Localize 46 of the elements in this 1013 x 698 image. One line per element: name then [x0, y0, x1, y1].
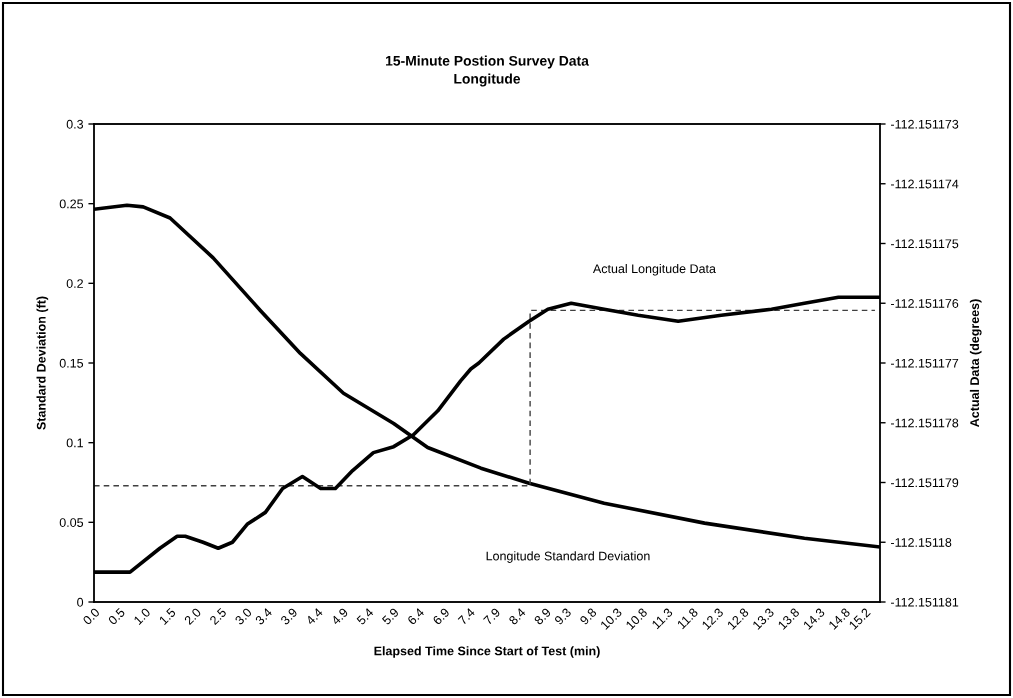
x-tick-label: 5.9: [381, 607, 400, 626]
x-tick-label: 3.0: [234, 607, 253, 626]
x-tick-label: 7.4: [457, 607, 476, 626]
x-axis-title: Elapsed Time Since Start of Test (min): [374, 646, 600, 658]
y-tick-label: 0.3: [66, 119, 84, 129]
y2-tick-label: -112.151175: [890, 239, 959, 249]
x-tick-label: 3.4: [254, 607, 273, 626]
y2-tick-label: -112.151179: [890, 478, 959, 488]
x-tick-label: 4.9: [330, 607, 349, 626]
x-tick-label: 3.9: [280, 607, 298, 626]
y-tick-label: 0: [77, 597, 84, 607]
x-tick-label: 4.4: [305, 607, 324, 626]
y2-tick-label: -112.15118: [890, 538, 952, 547]
x-tick-label: 8.9: [533, 607, 552, 626]
y2-tick-label: -112.151173: [890, 119, 959, 129]
y-tick-label: 0.2: [66, 279, 83, 288]
x-tick-label: 11.3: [651, 607, 674, 630]
y2-tick-label: -112.151177: [890, 358, 959, 368]
x-tick-label: 2.0: [183, 607, 202, 626]
x-tick-label: 9.8: [579, 607, 598, 626]
y-axis-title: Standard Deviation (ft): [36, 296, 49, 430]
chart-subtitle: Longitude: [454, 73, 521, 87]
x-tick-label: 11.8: [676, 607, 699, 630]
annotation: Actual Longitude Data: [592, 263, 716, 276]
x-tick-label: 0.0: [82, 607, 101, 626]
x-tick-label: 5.4: [356, 607, 375, 626]
x-tick-label: 2.5: [209, 607, 227, 626]
y2-tick-label: -112.151181: [890, 597, 959, 607]
x-tick-label: 6.9: [432, 607, 450, 626]
annotation: Longitude Standard Deviation: [486, 551, 650, 563]
x-tick-label: 0.5: [107, 607, 126, 626]
x-tick-label: 8.4: [508, 607, 527, 626]
y2-tick-label: -112.151178: [890, 418, 959, 428]
x-tick-label: 1.0: [133, 607, 151, 625]
x-tick-label: 1.5: [158, 607, 177, 625]
y-tick-label: 0.15: [59, 358, 84, 368]
y2-tick-label: -112.151174: [890, 179, 959, 189]
y2-axis-title: Actual Data (degrees): [969, 299, 982, 427]
chart-title: 15-Minute Postion Survey Data: [386, 55, 589, 69]
y-tick-label: 0.1: [66, 438, 83, 448]
y-tick-label: 0.25: [59, 199, 84, 209]
y-tick-label: 0.05: [59, 518, 84, 527]
x-tick-label: 9.3: [553, 607, 572, 626]
x-tick-label: 7.9: [483, 607, 501, 626]
y2-tick-label: -112.151176: [890, 299, 959, 308]
x-tick-label: 6.4: [406, 607, 425, 626]
